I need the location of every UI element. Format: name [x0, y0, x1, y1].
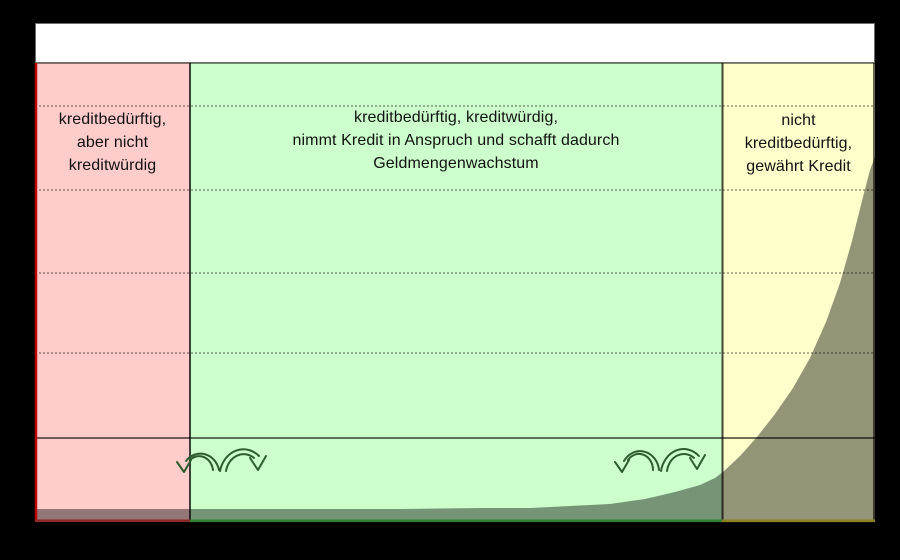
title-box [35, 23, 875, 63]
zone-yellow [722, 63, 875, 522]
arrow-left-small-head-icon [176, 459, 192, 473]
arrow-left-small-inner [189, 455, 214, 471]
arrow-right-large-head-icon [689, 454, 706, 470]
arrow-right-small-outer [623, 450, 660, 471]
arrow-right-small-head-icon [614, 459, 630, 473]
arrow-right-small-inner [627, 452, 655, 471]
jump-arrows-left [176, 448, 267, 473]
arrow-left-large-head-icon [249, 455, 267, 471]
zone-green [190, 63, 722, 522]
jump-arrows-right [614, 448, 706, 473]
growth-curve [35, 157, 875, 522]
arrow-left-small-outer [185, 452, 220, 471]
arrow-right-large-outer [660, 448, 700, 472]
arrow-left-large-outer [219, 448, 260, 472]
arrow-right-large-inner [666, 453, 695, 472]
zone-pink [35, 63, 190, 522]
row-dividers-dotted [35, 105, 875, 354]
arrow-left-large-inner [225, 453, 255, 472]
